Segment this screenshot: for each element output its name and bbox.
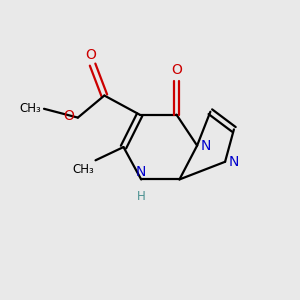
Text: CH₃: CH₃ [72, 163, 94, 176]
Text: CH₃: CH₃ [19, 102, 41, 115]
Text: N: N [136, 165, 146, 179]
Text: O: O [64, 109, 74, 123]
Text: H: H [137, 190, 146, 203]
Text: N: N [201, 139, 211, 153]
Text: O: O [85, 48, 96, 62]
Text: N: N [229, 155, 239, 169]
Text: O: O [171, 63, 182, 77]
